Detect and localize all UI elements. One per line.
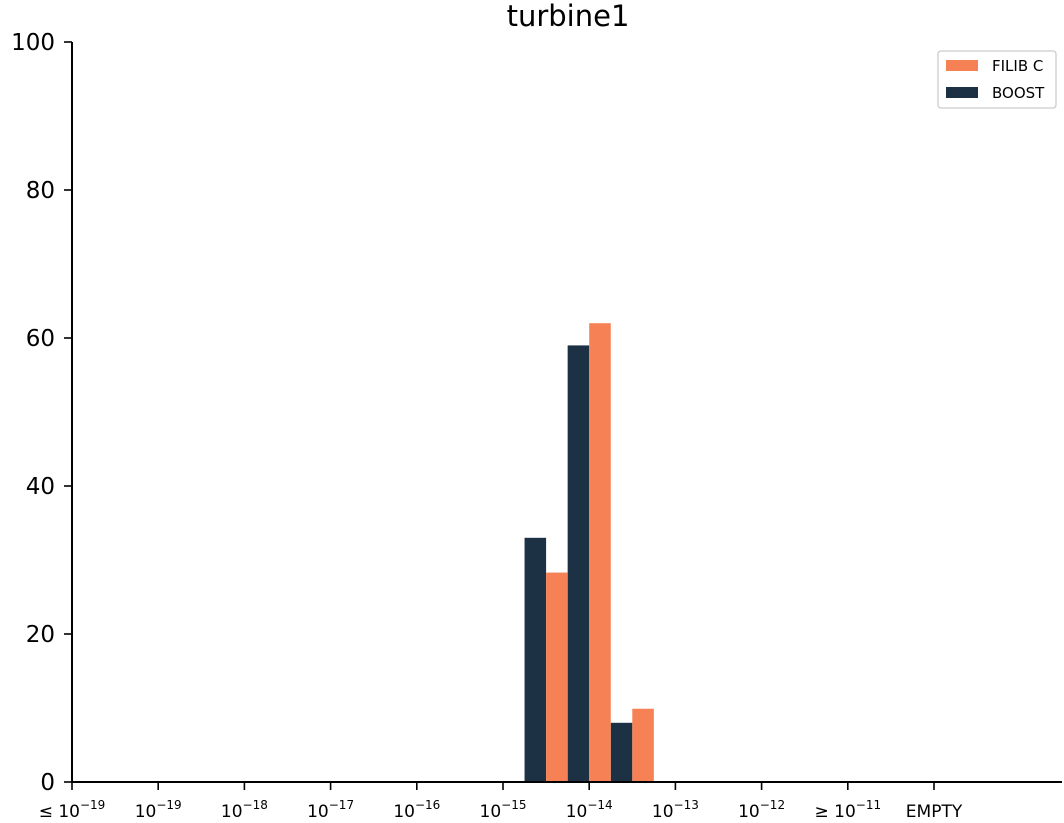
x-tick-label: ≤ 10−19 [39, 798, 106, 822]
y-tick-label: 40 [26, 474, 55, 500]
x-tick-label: EMPTY [906, 802, 963, 822]
y-tick-label: 100 [11, 30, 55, 56]
bars-group [524, 323, 654, 782]
x-tick-label: 10−12 [738, 798, 785, 822]
bar-boost-2 [610, 722, 633, 782]
legend-label: BOOST [992, 84, 1045, 102]
y-tick-label: 0 [40, 770, 55, 796]
bar-boost-0 [524, 537, 547, 782]
x-axis-ticks: ≤ 10−19 10−19 10−18 10−17 10−16 10−15 10−14 10−… [39, 782, 963, 822]
x-tick-label: 10−16 [393, 798, 440, 822]
x-tick-label: 10−17 [307, 798, 354, 822]
x-tick-label: 10−18 [221, 798, 268, 822]
y-tick-label: 20 [26, 622, 55, 648]
x-tick-label: 10−15 [480, 798, 527, 822]
y-tick-label: 80 [26, 178, 55, 204]
legend: FILIB C BOOST [937, 50, 1057, 109]
x-tick-label: ≥ 10−11 [814, 798, 881, 822]
bar-filib-c-0 [546, 572, 568, 782]
y-axis-ticks: 0 20 40 60 80 100 [11, 30, 72, 796]
legend-swatch [946, 87, 978, 98]
bar-boost-1 [567, 345, 590, 782]
x-tick-label: 10−19 [135, 798, 182, 822]
legend-label: FILIB C [992, 57, 1043, 75]
axes-group [71, 42, 1062, 783]
x-tick-label: 10−13 [652, 798, 699, 822]
legend-swatch [946, 60, 978, 71]
bar-filib-c-2 [632, 708, 654, 782]
chart-title: turbine1 [507, 0, 630, 33]
bar-filib-c-1 [589, 323, 611, 782]
y-tick-label: 60 [26, 326, 55, 352]
x-tick-label: 10−14 [566, 798, 613, 822]
